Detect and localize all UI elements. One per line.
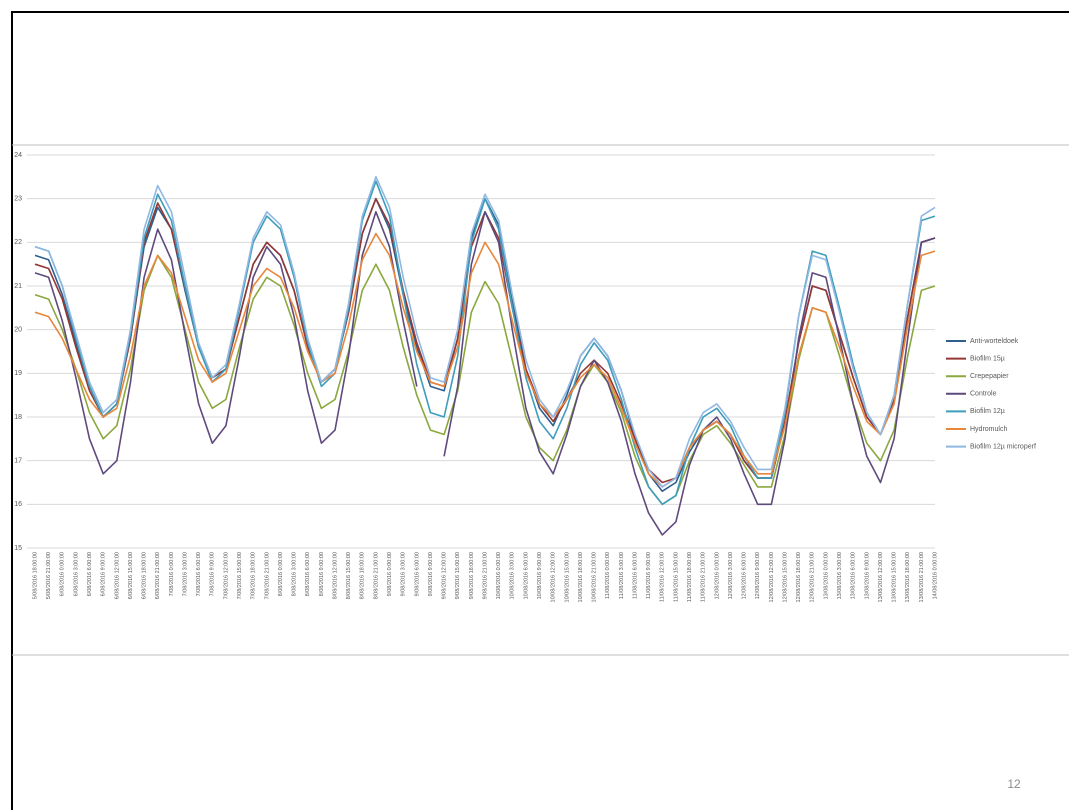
x-tick-label: 6/08/2016 15:00:00: [128, 552, 134, 599]
legend-label: Biofilm 12µ: [970, 408, 1005, 415]
series-line: [34, 180, 936, 506]
x-tick-label: 12/08/2016 6:00:00: [742, 552, 748, 599]
x-tick-label: 8/08/2016 0:00:00: [278, 552, 284, 596]
x-tick-label: 9/08/2016 12:00:00: [442, 552, 448, 599]
x-tick-label: 13/08/2016 0:00:00: [823, 552, 829, 599]
x-tick-label: 7/08/2016 15:00:00: [237, 552, 243, 599]
x-tick-label: 10/08/2016 6:00:00: [523, 552, 529, 599]
x-tick-label: 7/08/2016 6:00:00: [196, 552, 202, 596]
x-tick-label: 10/08/2016 12:00:00: [551, 552, 557, 602]
legend-label: Biofilm 12µ microperf: [970, 443, 1036, 450]
x-tick-label: 6/08/2016 18:00:00: [142, 552, 148, 599]
legend-label: Biofilm 15µ: [970, 355, 1005, 362]
x-tick-label: 13/08/2016 9:00:00: [864, 552, 870, 599]
legend-label: Crepepapier: [970, 373, 1009, 380]
x-tick-label: 6/08/2016 3:00:00: [73, 552, 79, 596]
x-tick-label: 8/08/2016 15:00:00: [346, 552, 352, 599]
x-tick-label: 10/08/2016 9:00:00: [537, 552, 543, 599]
legend-label: Controle: [970, 391, 997, 398]
x-tick-label: 8/08/2016 21:00:00: [373, 552, 379, 599]
x-tick-label: 7/08/2016 0:00:00: [169, 552, 175, 596]
x-tick-label: 12/08/2016 15:00:00: [782, 552, 788, 602]
x-tick-label: 12/08/2016 3:00:00: [728, 552, 734, 599]
x-tick-label: 8/08/2016 6:00:00: [305, 552, 311, 596]
x-tick-label: 6/08/2016 12:00:00: [114, 552, 120, 599]
legend-label: Anti-worteldoek: [970, 338, 1019, 345]
x-tick-label: 9/08/2016 15:00:00: [455, 552, 461, 599]
x-tick-label: 13/08/2016 18:00:00: [905, 552, 911, 602]
x-tick-label: 14/08/2016 0:00:00: [932, 552, 938, 599]
x-tick-label: 10/08/2016 3:00:00: [510, 552, 516, 599]
x-tick-label: 9/08/2016 3:00:00: [401, 552, 407, 596]
y-tick-label: 15: [14, 545, 22, 552]
x-tick-label: 11/08/2016 9:00:00: [646, 552, 652, 599]
x-tick-label: 8/08/2016 12:00:00: [332, 552, 338, 599]
y-tick-label: 18: [14, 414, 22, 421]
y-tick-label: 24: [14, 152, 22, 159]
x-tick-label: 13/08/2016 15:00:00: [892, 552, 898, 602]
x-tick-label: 5/08/2016 21:00:00: [46, 552, 52, 599]
x-tick-label: 11/08/2016 0:00:00: [605, 552, 611, 599]
x-tick-label: 12/08/2016 21:00:00: [810, 552, 816, 602]
x-tick-label: 9/08/2016 18:00:00: [469, 552, 475, 599]
x-tick-label: 7/08/2016 21:00:00: [264, 552, 270, 599]
x-tick-label: 11/08/2016 6:00:00: [632, 552, 638, 599]
x-tick-label: 11/08/2016 12:00:00: [660, 552, 666, 602]
x-tick-label: 13/08/2016 6:00:00: [851, 552, 857, 599]
y-tick-label: 21: [14, 283, 22, 290]
x-tick-label: 12/08/2016 9:00:00: [755, 552, 761, 599]
series-line: [34, 232, 936, 488]
x-tick-label: 7/08/2016 12:00:00: [223, 552, 229, 599]
x-tick-label: 6/08/2016 6:00:00: [87, 552, 93, 596]
x-tick-label: 10/08/2016 18:00:00: [578, 552, 584, 602]
x-tick-label: 12/08/2016 12:00:00: [769, 552, 775, 602]
x-tick-label: 12/08/2016 0:00:00: [714, 552, 720, 599]
slide-frame: [11, 11, 1069, 810]
x-tick-label: 7/08/2016 18:00:00: [251, 552, 257, 599]
x-tick-label: 11/08/2016 3:00:00: [619, 552, 625, 599]
x-tick-label: 9/08/2016 0:00:00: [387, 552, 393, 596]
x-tick-label: 12/08/2016 18:00:00: [796, 552, 802, 602]
x-tick-label: 6/08/2016 9:00:00: [101, 552, 107, 596]
y-tick-label: 17: [14, 458, 22, 465]
x-tick-label: 8/08/2016 3:00:00: [292, 552, 298, 596]
series-line: [34, 211, 936, 536]
x-tick-label: 8/08/2016 18:00:00: [360, 552, 366, 599]
x-tick-label: 7/08/2016 9:00:00: [210, 552, 216, 596]
x-tick-label: 13/08/2016 3:00:00: [837, 552, 843, 599]
x-tick-label: 6/08/2016 0:00:00: [60, 552, 66, 596]
y-tick-label: 23: [14, 196, 22, 203]
x-tick-label: 6/08/2016 21:00:00: [155, 552, 161, 599]
x-tick-label: 11/08/2016 21:00:00: [701, 552, 707, 602]
x-tick-label: 10/08/2016 15:00:00: [564, 552, 570, 602]
y-tick-label: 22: [14, 239, 22, 246]
x-tick-label: 9/08/2016 9:00:00: [428, 552, 434, 596]
x-tick-label: 13/08/2016 12:00:00: [878, 552, 884, 602]
x-tick-label: 9/08/2016 6:00:00: [414, 552, 420, 596]
page-number: 12: [1007, 777, 1021, 791]
series-line: [34, 176, 936, 488]
x-tick-label: 7/08/2016 3:00:00: [182, 552, 188, 596]
x-tick-label: 11/08/2016 15:00:00: [673, 552, 679, 602]
x-tick-label: 8/08/2016 9:00:00: [319, 552, 325, 596]
x-tick-label: 13/08/2016 21:00:00: [919, 552, 925, 602]
legend-label: Hydromulch: [970, 426, 1007, 433]
y-tick-label: 16: [14, 501, 22, 508]
x-tick-label: 11/08/2016 18:00:00: [687, 552, 693, 602]
x-tick-label: 5/08/2016 18:00:00: [32, 552, 38, 599]
x-tick-label: 9/08/2016 21:00:00: [482, 552, 488, 599]
y-tick-label: 19: [14, 370, 22, 377]
y-tick-label: 20: [14, 327, 22, 334]
x-tick-label: 10/08/2016 21:00:00: [592, 552, 598, 602]
x-tick-label: 10/08/2016 0:00:00: [496, 552, 502, 599]
